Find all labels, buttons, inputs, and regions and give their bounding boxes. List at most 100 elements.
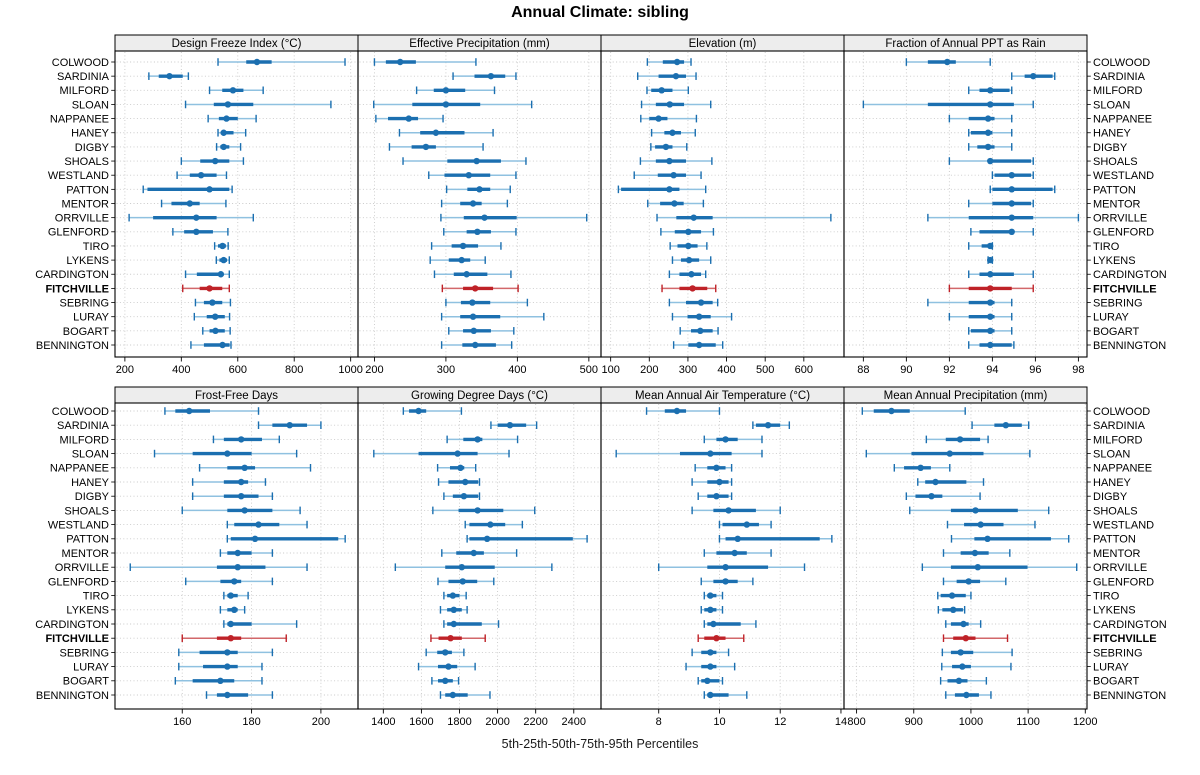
axis-tick-label: 90 <box>900 364 912 376</box>
median-dot <box>506 422 514 429</box>
median-dot <box>474 228 481 235</box>
station-label-right: SARDINIA <box>1093 71 1146 83</box>
median-dot <box>251 535 259 542</box>
median-dot <box>987 157 994 165</box>
median-dot <box>1002 422 1010 429</box>
median-dot <box>946 450 953 457</box>
panel-strip-label: Frost-Free Days <box>195 390 278 402</box>
median-dot <box>472 285 479 292</box>
median-dot <box>432 129 440 136</box>
median-dot <box>713 493 720 500</box>
axis-tick-label: 2000 <box>485 716 509 728</box>
station-label-right: SEBRING <box>1093 297 1143 309</box>
panel-strip-label: Fraction of Annual PPT as Rain <box>885 38 1045 50</box>
axis-tick-label: 500 <box>756 364 774 376</box>
median-dot <box>987 271 994 278</box>
median-dot <box>449 691 457 699</box>
station-label-left: PATTON <box>66 534 109 546</box>
median-dot <box>476 186 483 193</box>
station-label-right: SARDINIA <box>1093 420 1146 432</box>
station-label-right: HANEY <box>1093 477 1132 489</box>
median-dot <box>944 58 951 66</box>
station-label-right: LURAY <box>1093 312 1130 324</box>
station-label-left: MENTOR <box>62 198 110 210</box>
median-dot <box>734 535 741 542</box>
median-dot <box>450 606 457 613</box>
median-dot <box>1008 172 1015 179</box>
median-dot <box>928 493 935 500</box>
median-dot <box>722 436 729 443</box>
median-dot <box>206 285 213 292</box>
axis-tick-label: 14 <box>835 716 847 728</box>
panel-strip-label: Growing Degree Days (°C) <box>411 390 548 402</box>
median-dot <box>697 299 705 306</box>
median-dot <box>211 157 219 165</box>
station-label-left: COLWOOD <box>52 406 109 418</box>
median-dot <box>224 649 231 656</box>
station-label-left: BOGART <box>63 326 110 338</box>
station-label-left: WESTLAND <box>48 170 109 182</box>
median-dot <box>227 620 234 628</box>
panel-strip-label: Mean Annual Air Temperature (°C) <box>635 390 810 402</box>
median-dot <box>227 635 234 642</box>
panel-strip-label: Elevation (m) <box>689 38 757 50</box>
axis-tick-label: 400 <box>172 364 190 376</box>
median-dot <box>224 663 231 670</box>
station-label-left: NAPPANEE <box>50 114 109 126</box>
median-dot <box>971 549 979 557</box>
station-label-right: LYKENS <box>1093 605 1136 617</box>
station-label-left: CARDINGTON <box>35 619 109 631</box>
median-dot <box>483 535 491 542</box>
median-dot <box>662 143 670 151</box>
panel-border <box>843 50 1088 358</box>
axis-tick-label: 100 <box>601 364 619 376</box>
median-dot <box>447 635 454 642</box>
axis-tick-label: 1800 <box>447 716 471 728</box>
station-label-left: SHOALS <box>64 156 109 168</box>
median-dot <box>710 620 717 628</box>
median-dot <box>987 341 994 349</box>
median-dot <box>959 663 966 670</box>
median-dot <box>690 214 697 221</box>
median-dot <box>227 592 234 599</box>
median-dot <box>666 157 673 165</box>
median-dot <box>481 214 488 221</box>
station-label-left: NAPPANEE <box>50 463 109 475</box>
axis-tick-label: 88 <box>857 364 869 376</box>
median-dot <box>206 186 213 193</box>
median-dot <box>220 129 227 136</box>
median-dot <box>984 115 992 122</box>
median-dot <box>422 143 430 151</box>
chart-title: Annual Climate: sibling <box>511 4 689 21</box>
median-dot <box>689 285 696 292</box>
median-dot <box>1030 72 1037 80</box>
median-dot <box>473 157 480 165</box>
median-dot <box>695 341 703 349</box>
station-label-right: ORRVILLE <box>1093 562 1147 574</box>
median-dot <box>472 341 479 349</box>
station-label-right: ORRVILLE <box>1093 213 1147 225</box>
median-dot <box>234 549 241 557</box>
median-dot <box>707 691 714 699</box>
median-dot <box>987 101 994 108</box>
median-dot <box>965 578 972 585</box>
station-label-right: BENNINGTON <box>1093 340 1166 352</box>
median-dot <box>212 327 219 335</box>
station-label-left: COLWOOD <box>52 57 109 69</box>
median-dot <box>211 313 219 320</box>
median-dot <box>219 341 226 349</box>
station-label-right: DIGBY <box>1093 491 1128 503</box>
median-dot <box>442 677 449 684</box>
median-dot <box>658 87 665 94</box>
panel-border <box>600 402 845 710</box>
median-dot <box>704 677 711 684</box>
median-dot <box>234 564 241 571</box>
median-dot <box>655 115 662 122</box>
panel-strip-label: Effective Precipitation (mm) <box>409 38 550 50</box>
median-dot <box>220 143 227 151</box>
station-label-right: FITCHVILLE <box>1093 283 1157 295</box>
median-dot <box>987 87 994 94</box>
median-dot <box>231 578 238 585</box>
median-dot <box>237 493 245 500</box>
